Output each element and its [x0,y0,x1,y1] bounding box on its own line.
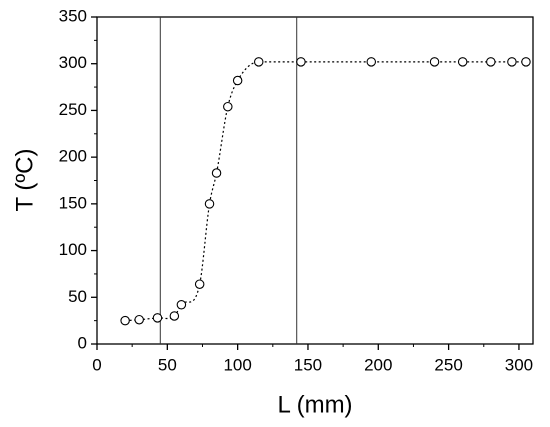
data-point [429,57,440,67]
x-tick-label: 250 [434,355,462,374]
y-tick-label: 350 [59,6,87,25]
data-point [507,57,517,67]
x-tick-label: 150 [294,355,322,374]
data-point [296,57,306,67]
y-tick-label: 0 [78,333,87,352]
y-tick-label: 200 [59,147,87,166]
x-tick-label: 0 [92,355,101,374]
data-point [152,313,163,323]
plot-frame [96,16,534,345]
y-tick-label: 50 [68,287,87,306]
data-point [120,315,130,326]
y-axis-title: T (ºC) [11,149,38,212]
x-tick-label: 200 [364,355,392,374]
data-point [223,101,233,112]
data-point [457,57,468,67]
data-point [366,57,377,67]
data-point [521,57,531,67]
data-point [194,279,205,289]
y-tick-label: 250 [59,100,87,119]
y-tick-label: 100 [59,240,87,259]
x-tick-label: 100 [223,355,251,374]
data-point [486,57,496,67]
data-point [169,311,180,321]
y-tick-label: 150 [59,193,87,212]
fit-curve [125,61,526,322]
x-tick-label: 50 [158,355,177,374]
data-point [211,168,222,178]
data-point [204,199,215,209]
x-axis-title: L (mm) [277,391,352,418]
data-point [232,75,243,86]
data-point [176,300,187,310]
data-point [253,57,264,67]
data-point [134,314,144,325]
x-tick-label: 300 [505,355,533,374]
y-tick-label: 300 [59,53,87,72]
